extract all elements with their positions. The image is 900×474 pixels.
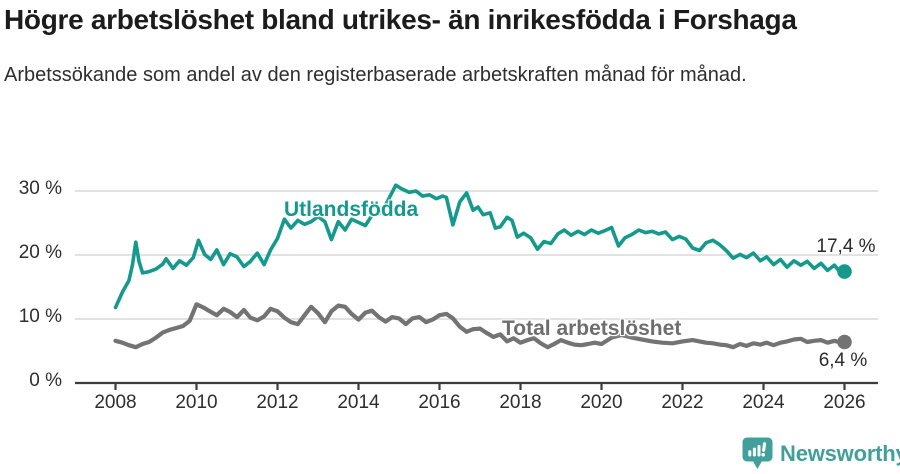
- series-label-total: Total arbetslöshet: [502, 317, 682, 340]
- x-tick-label: 2010: [175, 392, 218, 413]
- y-tick-label: 30 %: [18, 178, 62, 199]
- end-value-utlandsfodda: 17,4 %: [816, 236, 876, 257]
- bar-chart-glyph: [748, 445, 761, 457]
- series-line-total: [113, 302, 847, 350]
- y-tick-label: 0 %: [29, 370, 62, 391]
- end-dot-utlandsfodda: [837, 264, 852, 279]
- end-value-total: 6,4 %: [818, 350, 868, 371]
- x-tick-label: 2022: [661, 392, 704, 413]
- y-axis-labels: 30 % 20 % 10 % 0 %: [0, 0, 62, 420]
- chart-subtitle: Arbetssökande som andel av den registerb…: [4, 64, 747, 86]
- x-tick-label: 2018: [499, 392, 542, 413]
- x-tick-label: 2020: [580, 392, 623, 413]
- x-axis-labels: 2008 2010 2012 2014 2016 2018 2020 2022 2024 2026: [0, 392, 900, 418]
- end-dot-total: [837, 334, 852, 350]
- series-line-utlandsfodda: [113, 183, 847, 310]
- series-label-utlandsfodda: Utlandsfödda: [284, 198, 419, 221]
- y-tick-label: 10 %: [18, 306, 62, 327]
- x-tick-label: 2026: [823, 392, 866, 413]
- x-tick-label: 2014: [337, 392, 380, 413]
- page-title: Högre arbetslöshet bland utrikes- än inr…: [4, 4, 797, 35]
- exclamation-glyph: [761, 442, 767, 457]
- x-tick-label: 2012: [256, 392, 299, 413]
- brand-name: Newsworthy: [780, 440, 900, 466]
- x-tick-label: 2016: [418, 392, 461, 413]
- x-tick-label: 2008: [94, 392, 137, 413]
- newsworthy-logo: Newsworthy: [742, 437, 900, 470]
- y-tick-label: 20 %: [18, 242, 62, 263]
- x-tick-label: 2024: [742, 392, 785, 413]
- newsworthy-logo-icon: [742, 437, 773, 469]
